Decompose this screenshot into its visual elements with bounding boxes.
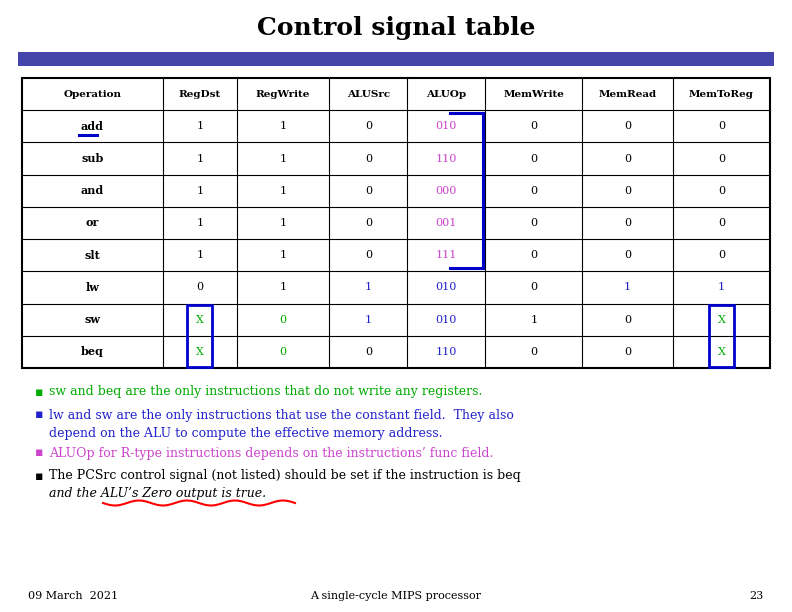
Text: 0: 0 — [624, 186, 631, 196]
Text: sub: sub — [81, 153, 104, 164]
Text: 0: 0 — [531, 250, 538, 260]
Text: 000: 000 — [436, 186, 457, 196]
Text: 1: 1 — [365, 283, 372, 293]
Text: 0: 0 — [280, 315, 287, 325]
Text: or: or — [86, 217, 99, 228]
Text: 0: 0 — [365, 218, 372, 228]
Text: 0: 0 — [624, 218, 631, 228]
Text: X: X — [718, 347, 725, 357]
Text: 1: 1 — [196, 154, 204, 163]
Text: RegDst: RegDst — [178, 89, 221, 99]
Text: Control signal table: Control signal table — [257, 16, 535, 40]
Text: depend on the ALU to compute the effective memory address.: depend on the ALU to compute the effecti… — [49, 427, 443, 439]
Text: X: X — [718, 315, 725, 325]
Text: ALUSrc: ALUSrc — [347, 89, 390, 99]
Text: 1: 1 — [196, 250, 204, 260]
Text: 0: 0 — [624, 347, 631, 357]
Text: sw and beq are the only instructions that do not write any registers.: sw and beq are the only instructions tha… — [49, 386, 482, 398]
Bar — [22, 78, 770, 368]
Bar — [709, 305, 734, 367]
Bar — [187, 305, 212, 367]
Text: Operation: Operation — [63, 89, 121, 99]
Text: 1: 1 — [196, 121, 204, 132]
Text: 0: 0 — [718, 121, 725, 132]
Text: 0: 0 — [531, 283, 538, 293]
Text: ▪: ▪ — [35, 408, 44, 422]
Text: and the ALU’s Zero output is true.: and the ALU’s Zero output is true. — [49, 488, 266, 501]
Text: 1: 1 — [280, 283, 287, 293]
Text: 1: 1 — [280, 250, 287, 260]
Text: MemRead: MemRead — [599, 89, 657, 99]
Text: 1: 1 — [280, 154, 287, 163]
Text: 0: 0 — [624, 250, 631, 260]
Text: 0: 0 — [280, 347, 287, 357]
Text: 0: 0 — [624, 154, 631, 163]
Text: 0: 0 — [365, 186, 372, 196]
Text: 001: 001 — [436, 218, 457, 228]
Text: 0: 0 — [531, 154, 538, 163]
Bar — [18, 52, 774, 66]
Text: MemWrite: MemWrite — [504, 89, 564, 99]
Text: 1: 1 — [196, 218, 204, 228]
Text: and: and — [81, 185, 104, 196]
Text: 0: 0 — [365, 347, 372, 357]
Text: 0: 0 — [365, 154, 372, 163]
Text: 23: 23 — [750, 591, 764, 601]
Text: 1: 1 — [365, 315, 372, 325]
Text: 1: 1 — [196, 186, 204, 196]
Text: X: X — [196, 315, 204, 325]
Text: 111: 111 — [436, 250, 457, 260]
Text: 0: 0 — [718, 250, 725, 260]
Text: 110: 110 — [436, 154, 457, 163]
Text: 1: 1 — [280, 218, 287, 228]
Text: 0: 0 — [531, 121, 538, 132]
Text: ALUOp for R-type instructions depends on the instructions’ func field.: ALUOp for R-type instructions depends on… — [49, 447, 493, 460]
Text: The PCSrc control signal (not listed) should be set if the instruction is beq: The PCSrc control signal (not listed) sh… — [49, 469, 521, 482]
Text: 1: 1 — [280, 186, 287, 196]
Text: 0: 0 — [196, 283, 204, 293]
Text: MemToReg: MemToReg — [689, 89, 754, 99]
Text: 0: 0 — [718, 154, 725, 163]
Text: 0: 0 — [365, 250, 372, 260]
Text: 0: 0 — [531, 218, 538, 228]
Text: X: X — [196, 347, 204, 357]
Text: A single-cycle MIPS processor: A single-cycle MIPS processor — [310, 591, 482, 601]
Text: 0: 0 — [531, 347, 538, 357]
Text: 0: 0 — [718, 186, 725, 196]
Text: ▪: ▪ — [35, 469, 44, 482]
Text: 09 March  2021: 09 March 2021 — [28, 591, 118, 601]
Text: ▪: ▪ — [35, 386, 44, 398]
Text: 0: 0 — [365, 121, 372, 132]
Text: sw: sw — [84, 314, 101, 325]
Text: 1: 1 — [280, 121, 287, 132]
Text: beq: beq — [81, 346, 104, 357]
Text: lw: lw — [86, 282, 99, 293]
Text: slt: slt — [85, 250, 100, 261]
Text: 0: 0 — [531, 186, 538, 196]
Text: RegWrite: RegWrite — [256, 89, 310, 99]
Text: add: add — [81, 121, 104, 132]
Text: 1: 1 — [624, 283, 631, 293]
Text: 1: 1 — [531, 315, 538, 325]
Text: 010: 010 — [436, 121, 457, 132]
Text: 010: 010 — [436, 315, 457, 325]
Text: 0: 0 — [624, 315, 631, 325]
Text: 010: 010 — [436, 283, 457, 293]
Text: 0: 0 — [624, 121, 631, 132]
Text: ▪: ▪ — [35, 447, 44, 460]
Text: lw and sw are the only instructions that use the constant field.  They also: lw and sw are the only instructions that… — [49, 408, 514, 422]
Text: ALUOp: ALUOp — [426, 89, 466, 99]
Text: 1: 1 — [718, 283, 725, 293]
Text: 110: 110 — [436, 347, 457, 357]
Text: 0: 0 — [718, 218, 725, 228]
